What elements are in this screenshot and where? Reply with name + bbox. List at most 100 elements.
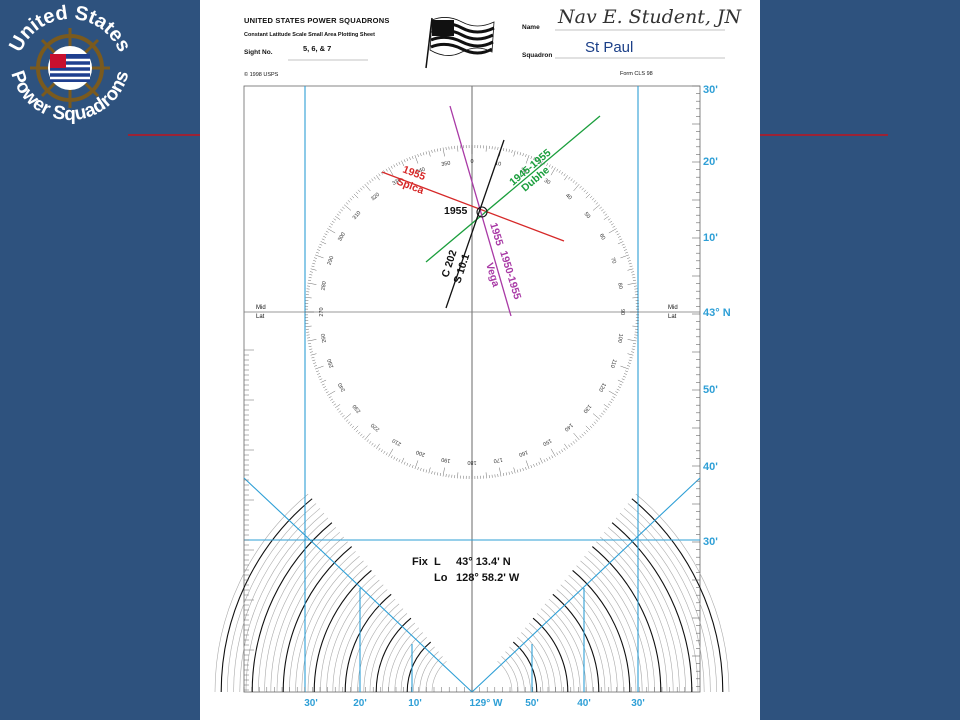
- rose-degree-label: 310: [352, 210, 363, 221]
- rose-tick: [313, 260, 317, 262]
- ensign-flag-icon: [50, 54, 66, 68]
- rose-degree-label: 150: [542, 437, 553, 447]
- rose-tick: [315, 254, 324, 259]
- rose-tick: [331, 401, 335, 404]
- rose-tick: [357, 431, 361, 435]
- bottom-scale-label: 50': [525, 698, 539, 709]
- rose-tick: [608, 228, 617, 234]
- rose-tick: [321, 383, 325, 386]
- rose-tick: [390, 165, 393, 169]
- rose-degree-label: 340: [415, 167, 426, 176]
- scale-arc: [251, 522, 333, 693]
- scale-arc: [289, 551, 356, 693]
- bottom-scale-label: 30': [631, 698, 645, 709]
- rose-tick: [310, 268, 317, 271]
- rose-tick: [602, 211, 606, 214]
- rose-tick: [599, 415, 602, 418]
- scale-arc: [425, 656, 443, 693]
- rose-degree-label: 40: [564, 193, 573, 202]
- mid-lat-left-1: Mid: [256, 305, 266, 311]
- rose-tick: [320, 379, 327, 383]
- rose-tick: [373, 444, 376, 448]
- rose-degree-label: 160: [518, 449, 529, 458]
- scale-arc: [619, 512, 705, 693]
- fix-lon-value: 128° 58.2' W: [456, 572, 520, 584]
- rose-tick: [573, 432, 580, 441]
- scale-arc: [556, 589, 606, 693]
- rose-tick: [324, 233, 328, 236]
- grid-line: [243, 477, 473, 693]
- rose-tick: [620, 254, 629, 259]
- rose-tick: [513, 150, 516, 157]
- rose-tick: [525, 466, 527, 470]
- rose-degree-label: 200: [415, 449, 426, 458]
- rose-tick: [607, 403, 611, 406]
- scale-arc: [521, 632, 550, 693]
- rose-tick: [319, 378, 323, 381]
- scale-arc: [572, 569, 631, 693]
- rose-tick: [428, 467, 431, 474]
- rose-tick: [505, 472, 507, 476]
- rose-tick: [558, 450, 561, 454]
- rose-tick: [409, 463, 411, 467]
- rose-tick: [401, 160, 405, 167]
- rose-tick: [623, 249, 627, 251]
- rose-tick: [364, 432, 371, 441]
- rose-tick: [508, 471, 510, 475]
- rose-degree-label: 110: [609, 358, 618, 368]
- rose-tick: [378, 447, 381, 451]
- scale-arc: [258, 527, 337, 693]
- rose-tick: [627, 260, 631, 262]
- rose-tick: [579, 185, 582, 189]
- rose-tick: [609, 220, 613, 223]
- scale-arc: [615, 517, 699, 693]
- rose-tick: [331, 220, 335, 223]
- scale-arc: [548, 598, 593, 693]
- rose-tick: [629, 357, 633, 359]
- mid-lat-right-1: Mid: [668, 305, 678, 311]
- grid-line: [471, 477, 701, 693]
- scale-arc: [600, 536, 674, 693]
- rose-degree-label: 20: [519, 167, 527, 175]
- rose-tick: [314, 365, 318, 367]
- rose-tick: [573, 183, 580, 192]
- rose-tick: [601, 209, 604, 212]
- squadron-label: Squadron: [522, 52, 553, 59]
- rose-tick: [330, 398, 334, 401]
- rose-tick: [313, 362, 317, 364]
- rose-tick: [417, 466, 419, 470]
- mid-lat-right-2: Lat: [668, 314, 677, 320]
- scale-arc: [596, 541, 668, 693]
- scale-arc: [524, 627, 556, 693]
- rose-tick: [499, 467, 502, 477]
- divider-right: [760, 134, 888, 136]
- scale-arc: [631, 498, 724, 693]
- rose-tick: [525, 154, 527, 158]
- rose-tick: [309, 348, 313, 350]
- rose-tick: [550, 167, 556, 176]
- scale-arc: [406, 641, 432, 693]
- rose-tick: [570, 442, 573, 446]
- rose-tick: [626, 365, 630, 367]
- rose-tick: [535, 462, 538, 466]
- rose-tick: [320, 241, 327, 245]
- rose-tick: [431, 471, 433, 475]
- rose-tick: [551, 455, 554, 459]
- scale-arc: [233, 508, 321, 693]
- rose-tick: [623, 373, 627, 375]
- rose-tick: [572, 441, 575, 444]
- rose-tick: [631, 351, 635, 353]
- scale-arc: [607, 527, 686, 693]
- rose-tick: [632, 345, 636, 347]
- scale-arc: [584, 555, 649, 693]
- rose-tick: [457, 145, 459, 152]
- rose-degree-label: 250: [327, 358, 336, 369]
- right-scale-label: 50': [703, 384, 718, 396]
- rose-tick: [522, 467, 524, 471]
- rose-tick: [366, 439, 369, 442]
- rose-degree-label: 220: [370, 422, 381, 433]
- rose-tick: [563, 173, 566, 177]
- divider-left: [128, 134, 200, 136]
- rose-tick: [439, 472, 441, 476]
- right-scale-label: 30': [703, 84, 718, 96]
